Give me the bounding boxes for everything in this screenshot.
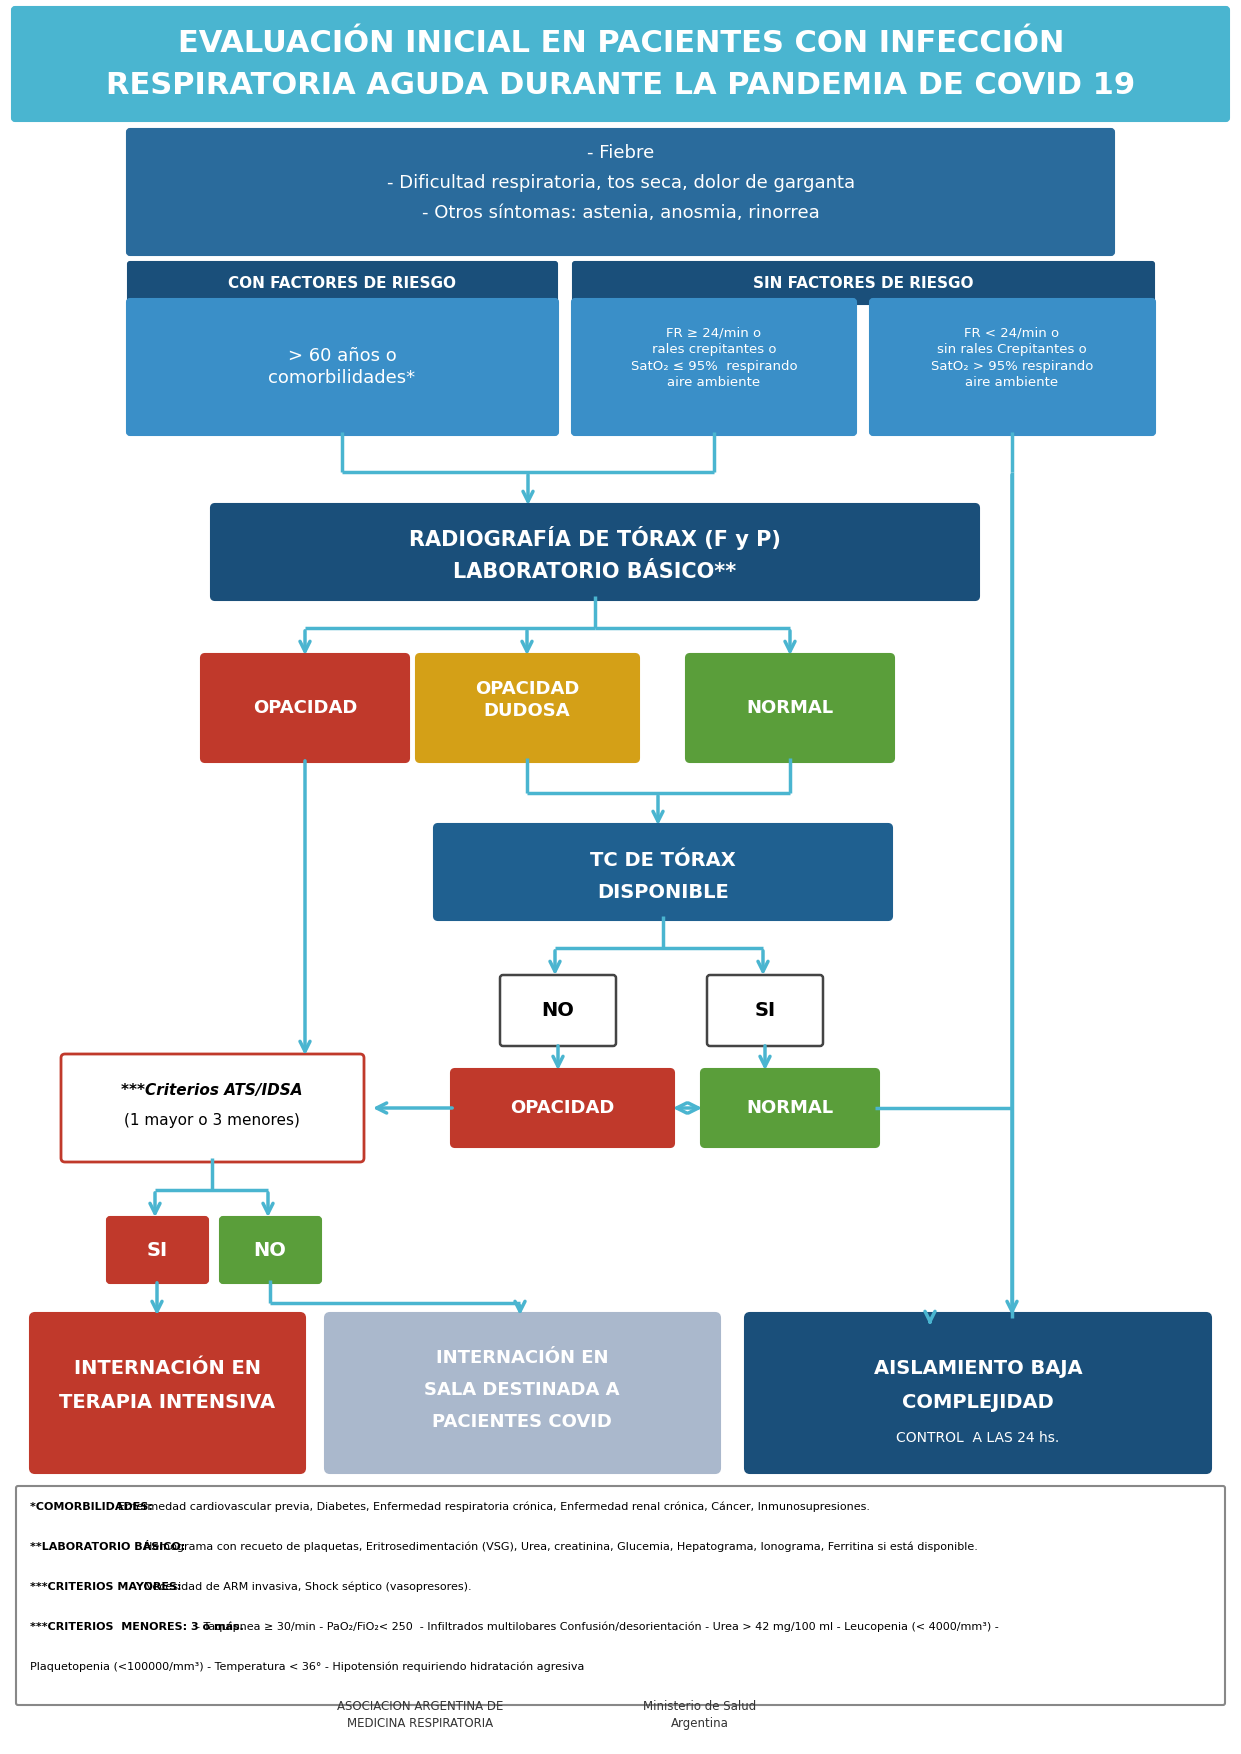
Text: NORMAL: NORMAL <box>746 700 834 717</box>
FancyBboxPatch shape <box>500 975 616 1045</box>
Text: ASOCIACION ARGENTINA DE
MEDICINA RESPIRATORIA: ASOCIACION ARGENTINA DE MEDICINA RESPIRA… <box>336 1700 503 1729</box>
FancyBboxPatch shape <box>30 1314 305 1473</box>
FancyBboxPatch shape <box>107 1217 208 1282</box>
Text: DISPONIBLE: DISPONIBLE <box>597 884 728 903</box>
Text: LABORATORIO BÁSICO**: LABORATORIO BÁSICO** <box>453 561 737 582</box>
Text: - Otros síntomas: astenia, anosmia, rinorrea: - Otros síntomas: astenia, anosmia, rino… <box>422 203 820 223</box>
Text: SIN FACTORES DE RIESGO: SIN FACTORES DE RIESGO <box>753 275 973 291</box>
FancyBboxPatch shape <box>127 130 1114 254</box>
Text: OPACIDAD: OPACIDAD <box>510 1100 614 1117</box>
Text: - Taquipnea ≥ 30/min - PaO₂/FiO₂< 250  - Infiltrados multilobares Confusión/deso: - Taquipnea ≥ 30/min - PaO₂/FiO₂< 250 - … <box>196 1622 999 1633</box>
Text: Ministerio de Salud
Argentina: Ministerio de Salud Argentina <box>643 1700 757 1729</box>
FancyBboxPatch shape <box>127 298 558 435</box>
FancyBboxPatch shape <box>701 1068 879 1147</box>
Text: NORMAL: NORMAL <box>746 1100 834 1117</box>
Text: INTERNACIÓN EN: INTERNACIÓN EN <box>436 1349 608 1366</box>
FancyBboxPatch shape <box>61 1054 364 1161</box>
Text: ***Criterios ATS/IDSA: ***Criterios ATS/IDSA <box>122 1082 303 1098</box>
FancyBboxPatch shape <box>211 503 979 600</box>
Text: SALA DESTINADA A: SALA DESTINADA A <box>424 1380 619 1400</box>
FancyBboxPatch shape <box>220 1217 321 1282</box>
FancyBboxPatch shape <box>573 261 1154 303</box>
Text: CONTROL  A LAS 24 hs.: CONTROL A LAS 24 hs. <box>896 1431 1060 1445</box>
Text: CON FACTORES DE RIESGO: CON FACTORES DE RIESGO <box>228 275 455 291</box>
Text: RADIOGRAFÍA DE TÓRAX (F y P): RADIOGRAFÍA DE TÓRAX (F y P) <box>410 526 781 551</box>
Text: FR ≥ 24/min o
rales crepitantes o
SatO₂ ≤ 95%  respirando
aire ambiente: FR ≥ 24/min o rales crepitantes o SatO₂ … <box>630 326 797 389</box>
FancyBboxPatch shape <box>707 975 823 1045</box>
FancyBboxPatch shape <box>572 298 856 435</box>
Text: ***CRITERIOS MAYORES:: ***CRITERIOS MAYORES: <box>30 1582 185 1593</box>
Text: AISLAMIENTO BAJA: AISLAMIENTO BAJA <box>874 1359 1082 1377</box>
Text: - Fiebre: - Fiebre <box>587 144 654 161</box>
FancyBboxPatch shape <box>16 1486 1225 1705</box>
Text: NO: NO <box>541 1000 575 1019</box>
Text: Necesidad de ARM invasiva, Shock séptico (vasopresores).: Necesidad de ARM invasiva, Shock séptico… <box>144 1582 472 1593</box>
Text: PACIENTES COVID: PACIENTES COVID <box>432 1414 612 1431</box>
FancyBboxPatch shape <box>325 1314 720 1473</box>
Text: TERAPIA INTENSIVA: TERAPIA INTENSIVA <box>58 1393 276 1412</box>
Text: COMPLEJIDAD: COMPLEJIDAD <box>902 1393 1054 1412</box>
FancyBboxPatch shape <box>128 261 557 303</box>
Text: OPACIDAD
DUDOSA: OPACIDAD DUDOSA <box>475 679 580 721</box>
Text: Hemograma con recueto de plaquetas, Eritrosedimentación (VSG), Urea, creatinina,: Hemograma con recueto de plaquetas, Erit… <box>144 1542 978 1552</box>
Text: **LABORATORIO BÁSICO:: **LABORATORIO BÁSICO: <box>30 1542 189 1552</box>
Text: SI: SI <box>146 1240 168 1259</box>
Text: - Dificultad respiratoria, tos seca, dolor de garganta: - Dificultad respiratoria, tos seca, dol… <box>387 174 855 191</box>
FancyBboxPatch shape <box>201 654 410 761</box>
Text: Plaquetopenia (<100000/mm³) - Temperatura < 36° - Hipotensión requiriendo hidrat: Plaquetopenia (<100000/mm³) - Temperatur… <box>30 1663 585 1673</box>
FancyBboxPatch shape <box>416 654 639 761</box>
Text: EVALUACIÓN INICIAL EN PACIENTES CON INFECCIÓN: EVALUACIÓN INICIAL EN PACIENTES CON INFE… <box>177 30 1065 58</box>
Text: > 60 años o
comorbilidades*: > 60 años o comorbilidades* <box>268 347 416 388</box>
Text: Enfermedad cardiovascular previa, Diabetes, Enfermedad respiratoria crónica, Enf: Enfermedad cardiovascular previa, Diabet… <box>118 1501 870 1512</box>
Text: (1 mayor o 3 menores): (1 mayor o 3 menores) <box>124 1112 300 1128</box>
FancyBboxPatch shape <box>450 1068 674 1147</box>
Text: TC DE TÓRAX: TC DE TÓRAX <box>591 851 736 870</box>
FancyBboxPatch shape <box>745 1314 1211 1473</box>
Text: RESPIRATORIA AGUDA DURANTE LA PANDEMIA DE COVID 19: RESPIRATORIA AGUDA DURANTE LA PANDEMIA D… <box>107 72 1136 100</box>
Text: INTERNACIÓN EN: INTERNACIÓN EN <box>73 1359 261 1377</box>
FancyBboxPatch shape <box>12 7 1229 121</box>
Text: OPACIDAD: OPACIDAD <box>253 700 357 717</box>
Text: *COMORBILIDADES:: *COMORBILIDADES: <box>30 1501 156 1512</box>
Text: SI: SI <box>755 1000 776 1019</box>
Text: NO: NO <box>253 1240 287 1259</box>
FancyBboxPatch shape <box>434 824 892 921</box>
Text: ***CRITERIOS  MENORES: 3 o más.: ***CRITERIOS MENORES: 3 o más. <box>30 1622 248 1631</box>
FancyBboxPatch shape <box>686 654 894 761</box>
FancyBboxPatch shape <box>870 298 1155 435</box>
Text: FR < 24/min o
sin rales Crepitantes o
SatO₂ > 95% respirando
aire ambiente: FR < 24/min o sin rales Crepitantes o Sa… <box>931 326 1093 389</box>
